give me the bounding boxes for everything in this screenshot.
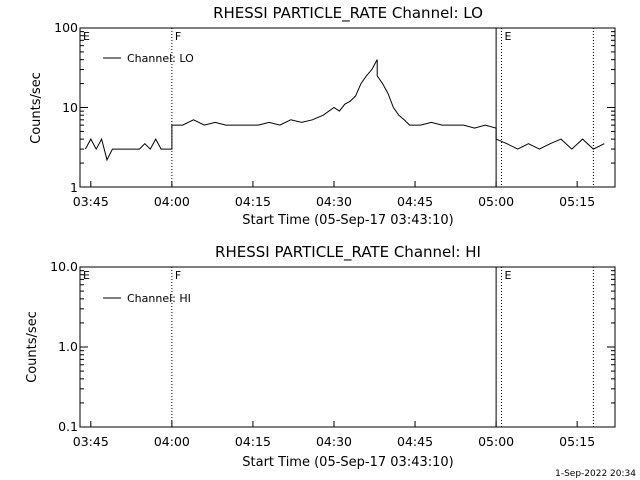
hi-event-marker-label: E (505, 269, 512, 282)
lo-event-marker-label: E (505, 30, 512, 43)
lo-x-tick-label: 04:30 (316, 194, 352, 209)
lo-y-tick-label: 1 (70, 180, 78, 195)
hi-legend: Channel: HI (103, 292, 191, 305)
hi-x-tick-label: 05:00 (478, 434, 514, 449)
hi-y-tick-label: 1.0 (58, 339, 78, 354)
hi-channel-panel: RHESSI PARTICLE_RATE Channel: HI Counts/… (25, 243, 616, 470)
hi-x-axis-label: Start Time (05-Sep-17 03:43:10) (242, 455, 453, 470)
lo-legend-label: Channel: LO (127, 52, 194, 65)
hi-x-tick-label: 05:15 (559, 434, 595, 449)
hi-x-tick-label: 03:45 (73, 434, 109, 449)
hi-y-tick-label: 10.0 (50, 259, 78, 274)
hi-x-tick-label: 04:30 (316, 434, 352, 449)
hi-event-marker-label: E (83, 269, 90, 282)
lo-x-tick-label: 05:15 (559, 194, 595, 209)
lo-y-tick-label: 100 (54, 20, 78, 35)
lo-x-tick-label: 05:00 (478, 194, 514, 209)
lo-x-ticks: 03:45 04:00 04:15 04:30 04:45 05:00 05:15 (73, 31, 615, 209)
hi-panel-title: RHESSI PARTICLE_RATE Channel: HI (215, 243, 481, 262)
hi-x-ticks: 03:45 04:00 04:15 04:30 04:45 05:00 05:15 (73, 270, 615, 449)
hi-x-tick-label: 04:00 (154, 434, 190, 449)
lo-series-line (84, 59, 605, 162)
hi-x-tick-label: 04:45 (397, 434, 433, 449)
lo-event-marker-label: E (83, 30, 90, 43)
hi-y-tick-label: 0.1 (58, 419, 78, 434)
lo-event-marker-label: F (175, 30, 181, 43)
lo-x-axis-label: Start Time (05-Sep-17 03:43:10) (242, 213, 453, 228)
lo-x-tick-label: 04:00 (154, 194, 190, 209)
lo-panel-title: RHESSI PARTICLE_RATE Channel: LO (213, 4, 483, 23)
lo-x-tick-label: 03:45 (73, 194, 109, 209)
lo-y-axis-label: Counts/sec (29, 72, 44, 144)
lo-channel-panel: RHESSI PARTICLE_RATE Channel: LO Counts/… (29, 4, 616, 228)
hi-x-tick-label: 04:15 (235, 434, 271, 449)
hi-y-axis-label: Counts/sec (25, 311, 40, 383)
lo-x-tick-label: 04:45 (397, 194, 433, 209)
lo-x-tick-label: 04:15 (235, 194, 271, 209)
hi-legend-label: Channel: HI (127, 292, 191, 305)
footer-timestamp: 1-Sep-2022 20:34 (555, 469, 636, 479)
hi-event-marker-label: F (175, 269, 181, 282)
lo-y-tick-label: 10 (62, 100, 78, 115)
lo-legend: Channel: LO (103, 52, 194, 65)
